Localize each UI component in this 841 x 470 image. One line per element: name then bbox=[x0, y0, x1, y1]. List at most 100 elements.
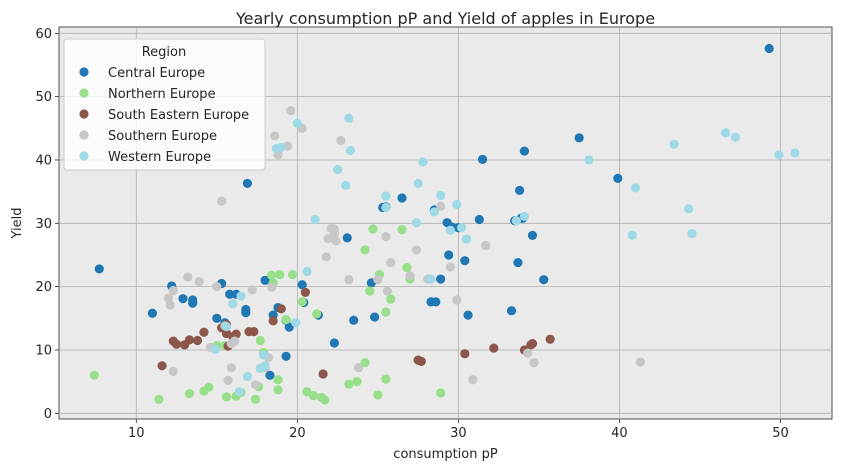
data-point bbox=[445, 262, 455, 272]
data-point bbox=[436, 274, 446, 284]
data-point bbox=[468, 375, 478, 385]
data-point bbox=[506, 306, 517, 316]
data-point bbox=[221, 321, 232, 332]
data-point bbox=[268, 316, 278, 326]
data-point bbox=[284, 322, 294, 332]
data-point bbox=[223, 375, 233, 385]
data-point bbox=[436, 201, 446, 211]
legend: Region Central Europe Northern Europe Sout… bbox=[63, 38, 266, 171]
data-point bbox=[381, 232, 391, 242]
data-point bbox=[225, 289, 235, 299]
data-point bbox=[418, 157, 428, 167]
data-point bbox=[513, 257, 523, 268]
data-point bbox=[265, 370, 275, 380]
data-point bbox=[212, 282, 222, 292]
data-point bbox=[386, 257, 396, 268]
data-point bbox=[247, 285, 257, 295]
data-point bbox=[260, 361, 270, 371]
data-point bbox=[790, 148, 800, 158]
data-point bbox=[489, 343, 499, 353]
data-point bbox=[436, 190, 446, 201]
data-point bbox=[178, 294, 188, 304]
data-point bbox=[436, 388, 446, 398]
data-point bbox=[312, 309, 322, 319]
data-point bbox=[344, 275, 354, 285]
y-tick-label: 30 bbox=[35, 217, 52, 232]
data-point bbox=[539, 275, 549, 285]
data-point bbox=[444, 250, 454, 260]
data-point bbox=[519, 146, 530, 156]
legend-label: South Eastern Europe bbox=[108, 108, 249, 123]
data-point bbox=[345, 145, 356, 156]
data-point bbox=[308, 390, 319, 401]
data-point bbox=[168, 285, 178, 296]
legend-marker bbox=[79, 67, 89, 77]
data-point bbox=[320, 395, 330, 405]
data-point bbox=[258, 350, 269, 360]
legend-label: Southern Europe bbox=[108, 129, 217, 144]
data-point bbox=[168, 366, 178, 377]
data-point bbox=[336, 135, 346, 145]
data-point bbox=[527, 339, 538, 349]
data-point bbox=[333, 164, 343, 175]
data-point bbox=[627, 230, 637, 240]
data-point bbox=[413, 178, 423, 189]
data-point bbox=[574, 133, 584, 143]
data-point bbox=[94, 264, 104, 274]
data-point bbox=[194, 276, 204, 287]
legend-marker bbox=[79, 88, 89, 98]
data-point bbox=[297, 297, 307, 307]
data-point bbox=[242, 178, 253, 189]
data-point bbox=[188, 295, 198, 305]
data-point bbox=[457, 223, 467, 233]
data-point bbox=[523, 348, 533, 358]
data-point bbox=[474, 214, 484, 225]
data-points bbox=[89, 43, 800, 405]
data-point bbox=[321, 252, 331, 262]
legend-label: Western Europe bbox=[108, 150, 211, 165]
data-point bbox=[329, 338, 339, 348]
legend-label: Central Europe bbox=[108, 66, 205, 81]
chart-title: Yearly consumption pP and Yield of apple… bbox=[235, 9, 655, 28]
legend-marker bbox=[79, 151, 89, 161]
data-point bbox=[184, 335, 195, 345]
x-tick-label: 50 bbox=[772, 426, 789, 441]
data-point bbox=[370, 312, 380, 322]
legend-label: Northern Europe bbox=[108, 87, 216, 102]
data-point bbox=[229, 336, 240, 346]
data-point bbox=[183, 272, 193, 282]
data-point bbox=[411, 218, 422, 228]
data-point bbox=[157, 361, 167, 371]
data-point bbox=[519, 211, 530, 221]
data-point bbox=[310, 214, 320, 225]
data-point bbox=[402, 263, 412, 273]
data-point bbox=[381, 202, 391, 213]
data-point bbox=[331, 236, 341, 246]
y-tick-label: 40 bbox=[35, 153, 52, 168]
data-point bbox=[381, 307, 391, 317]
y-tick-label: 60 bbox=[35, 27, 52, 42]
data-point bbox=[165, 300, 175, 310]
data-point bbox=[527, 230, 538, 240]
data-point bbox=[281, 314, 291, 325]
data-point bbox=[344, 379, 354, 389]
data-point bbox=[147, 308, 158, 318]
data-point bbox=[460, 256, 470, 266]
data-point bbox=[463, 310, 473, 320]
data-point bbox=[291, 318, 301, 328]
y-tick-label: 50 bbox=[35, 90, 52, 105]
data-point bbox=[250, 380, 261, 390]
data-point bbox=[286, 105, 296, 116]
data-point bbox=[249, 327, 259, 337]
data-point bbox=[368, 224, 378, 234]
data-point bbox=[397, 193, 407, 203]
data-point bbox=[184, 389, 195, 399]
data-point bbox=[276, 142, 286, 152]
series-south-eastern-europe bbox=[157, 287, 555, 379]
data-point bbox=[273, 385, 283, 395]
data-point bbox=[405, 271, 415, 281]
data-point bbox=[381, 374, 391, 384]
data-point bbox=[329, 229, 339, 239]
data-point bbox=[397, 225, 407, 235]
